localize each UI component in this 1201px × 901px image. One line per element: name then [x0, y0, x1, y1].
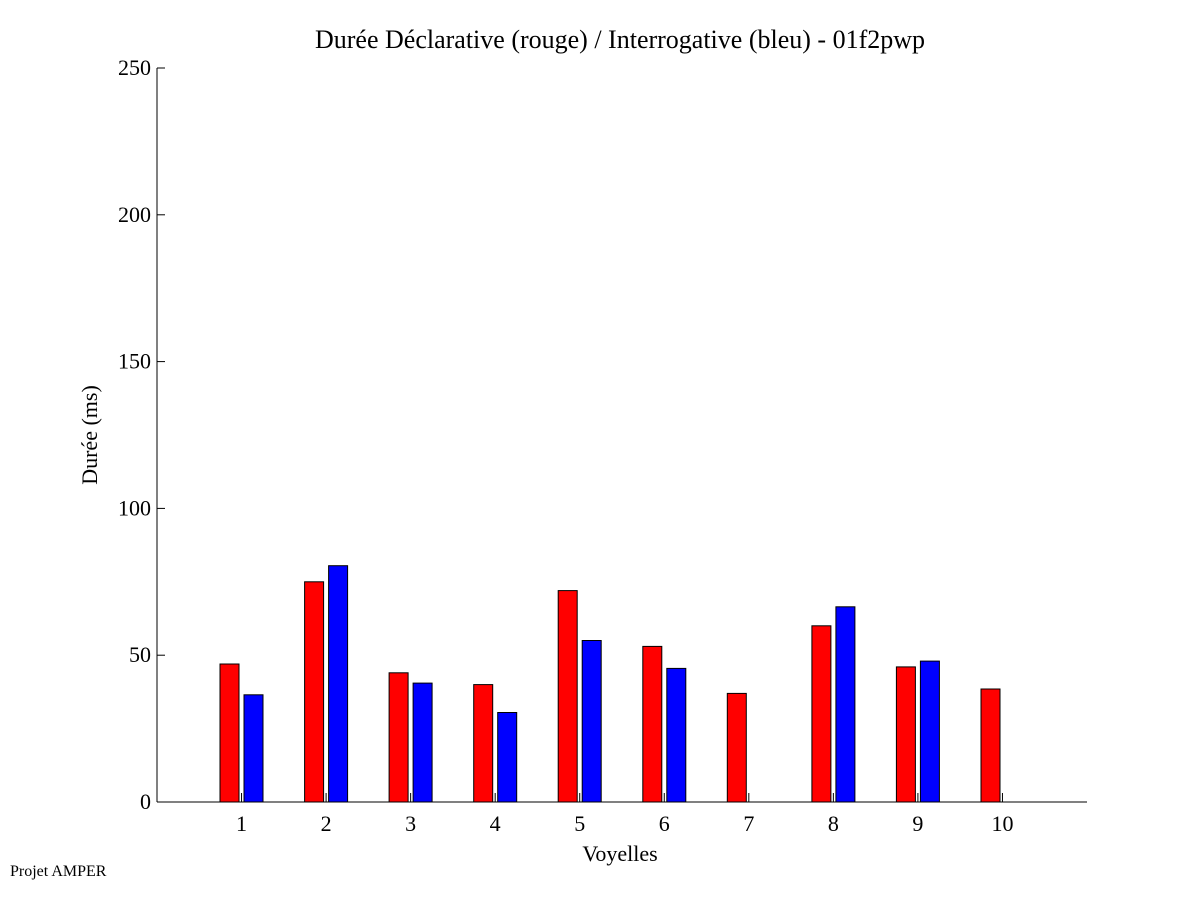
x-ticks-group: 1 2 3 4 5 6 7 8 9 10	[236, 793, 1013, 836]
bar-series2-voyelle-1	[243, 694, 264, 803]
y-tick-label: 150	[118, 349, 151, 374]
x-tick-label: 7	[743, 811, 754, 836]
bar-series1-voyelle-1	[219, 663, 240, 803]
bar-series1-voyelle-10	[980, 688, 1001, 803]
bar-series2-voyelle-6	[666, 667, 687, 803]
bar-series1-voyelle-8	[811, 625, 832, 803]
y-tick-label: 200	[118, 202, 151, 227]
x-tick-label: 5	[574, 811, 585, 836]
project-note: Projet AMPER	[10, 863, 107, 880]
x-tick-label: 6	[659, 811, 670, 836]
x-tick-label: 10	[991, 811, 1013, 836]
bar-series2-voyelle-5	[581, 640, 602, 803]
bars-group	[219, 565, 1001, 803]
axes-group	[156, 68, 1087, 803]
bar-series1-voyelle-9	[895, 666, 916, 803]
x-tick-label: 1	[236, 811, 247, 836]
x-tick-label: 9	[912, 811, 923, 836]
x-axis-label: Voyelles	[582, 841, 657, 866]
y-axis-label: Durée (ms)	[77, 385, 102, 485]
bar-series1-voyelle-7	[726, 692, 747, 803]
x-tick-label: 3	[405, 811, 416, 836]
bar-series1-voyelle-4	[473, 684, 494, 803]
y-tick-label: 0	[140, 789, 151, 814]
bar-series1-voyelle-6	[642, 645, 663, 803]
y-tick-label: 250	[118, 55, 151, 80]
bar-series2-voyelle-4	[497, 712, 518, 803]
y-ticks-group: 0 50 100 150 200 250	[118, 55, 165, 814]
bar-series2-voyelle-2	[328, 565, 349, 803]
x-tick-label: 8	[828, 811, 839, 836]
bar-series2-voyelle-9	[919, 660, 940, 803]
x-tick-label: 2	[321, 811, 332, 836]
chart-title: Durée Déclarative (rouge) / Interrogativ…	[315, 25, 925, 54]
y-tick-label: 50	[129, 642, 151, 667]
bar-series1-voyelle-2	[304, 581, 325, 803]
bar-series2-voyelle-8	[835, 606, 856, 803]
bar-series1-voyelle-3	[388, 672, 409, 803]
bar-series1-voyelle-5	[557, 590, 578, 803]
y-tick-label: 100	[118, 495, 151, 520]
x-tick-label: 4	[490, 811, 501, 836]
bar-series2-voyelle-3	[412, 682, 433, 803]
